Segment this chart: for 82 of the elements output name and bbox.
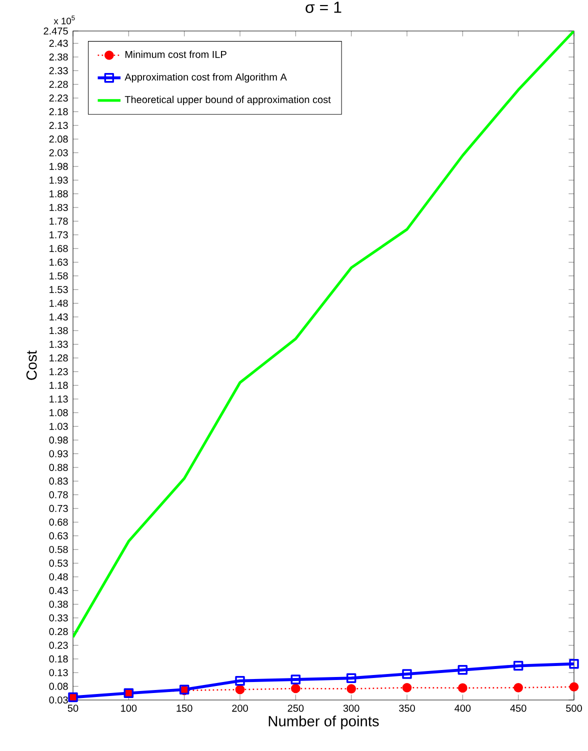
point bbox=[514, 683, 523, 692]
y-tick-label: 0.53 bbox=[49, 560, 68, 567]
y-tick-label: 2.23 bbox=[49, 94, 68, 102]
y-tick-label: 0.48 bbox=[49, 573, 68, 580]
y-tick-label: 1.08 bbox=[50, 409, 68, 416]
x-tick-label: 450 bbox=[510, 704, 526, 712]
x-tick-label: 50 bbox=[68, 704, 78, 712]
y-tick-label: 2.38 bbox=[49, 53, 68, 61]
point bbox=[402, 683, 412, 692]
point bbox=[235, 684, 245, 694]
point bbox=[569, 682, 579, 692]
y-tick-label: 1.63 bbox=[50, 258, 68, 266]
y-tick-label: 0.68 bbox=[49, 518, 68, 526]
y-tick-label: 0.18 bbox=[49, 655, 68, 662]
y-tick-label: 1.53 bbox=[50, 286, 68, 294]
y-axis-title: Cost bbox=[26, 350, 37, 380]
x-tick-label: 500 bbox=[566, 704, 582, 712]
point bbox=[458, 665, 468, 675]
y-tick-label: 2.08 bbox=[49, 136, 68, 143]
x-tick-label: 200 bbox=[232, 704, 248, 712]
y-tick-label: 1.13 bbox=[50, 395, 68, 403]
y-tick-label: 1.28 bbox=[50, 354, 68, 362]
point bbox=[346, 684, 356, 694]
y-tick-label: 0.43 bbox=[49, 587, 68, 594]
x-tick-label: 350 bbox=[399, 704, 415, 712]
y-tick-label: 2.18 bbox=[49, 108, 68, 116]
y-tick-label: 1.58 bbox=[50, 272, 68, 280]
y-tick-label: 0.38 bbox=[49, 600, 68, 608]
y-tick-label: 1.18 bbox=[50, 382, 68, 389]
y-tick-label: 1.48 bbox=[50, 300, 68, 307]
y-tick-label: 0.88 bbox=[49, 464, 68, 471]
x-tick-label: 300 bbox=[343, 704, 360, 712]
y-tick-label: 0.13 bbox=[49, 669, 68, 676]
y-tick-label: 1.43 bbox=[50, 313, 68, 320]
point bbox=[458, 683, 468, 693]
y-tick-label: 1.83 bbox=[50, 204, 68, 212]
y-tick-label: 1.98 bbox=[50, 162, 68, 170]
y-tick-label: 1.73 bbox=[50, 231, 68, 238]
y-tick-label: 0.08 bbox=[49, 682, 68, 690]
x-tick-label: 250 bbox=[288, 704, 304, 712]
x-tick-label: 100 bbox=[121, 704, 137, 712]
y-tick-label: 1.78 bbox=[50, 218, 68, 225]
point bbox=[290, 674, 301, 684]
y-tick-label: 0.58 bbox=[49, 546, 68, 554]
legend-label: Approximation cost from Algorithm A bbox=[124, 73, 287, 83]
y-tick-label: 2.03 bbox=[49, 149, 68, 156]
y-tick-label: 0.63 bbox=[49, 532, 68, 540]
y-tick-label: 1.03 bbox=[50, 422, 68, 430]
line-series bbox=[73, 31, 574, 638]
y-tick-label: 0.83 bbox=[49, 478, 68, 485]
y-tick-label: 0.73 bbox=[49, 504, 68, 512]
y-tick-label: 0.23 bbox=[49, 642, 68, 649]
y-tick-label: 1.33 bbox=[50, 340, 68, 348]
y-tick-label: 2.13 bbox=[49, 122, 68, 129]
point bbox=[290, 684, 300, 694]
y-tick-label: 0.78 bbox=[49, 491, 68, 498]
y-tick-label: 1.93 bbox=[50, 176, 68, 184]
y-tick-label: 0.98 bbox=[49, 436, 68, 444]
y-tick-label: 1.68 bbox=[50, 244, 68, 252]
point bbox=[513, 660, 524, 671]
y-tick-label: 1.38 bbox=[50, 327, 68, 334]
y-tick-label: 1.23 bbox=[50, 368, 68, 376]
point bbox=[346, 673, 356, 683]
point bbox=[402, 669, 412, 679]
y-tick-label: 2.33 bbox=[49, 67, 68, 74]
chart-title: σ = 1 bbox=[306, 2, 342, 13]
point bbox=[235, 676, 245, 686]
y-tick-label: 0.93 bbox=[49, 450, 68, 458]
x-axis-title: Number of points bbox=[268, 716, 379, 730]
y-tick-label: 0.33 bbox=[49, 614, 68, 622]
y-tick-label: 2.28 bbox=[49, 80, 68, 88]
y-tick-label: 1.88 bbox=[50, 190, 68, 198]
y-tick-label: 2.475 bbox=[44, 27, 68, 35]
y-tick-label: 0.28 bbox=[49, 628, 68, 636]
legend-label: Theoretical upper bound of approximation cost bbox=[124, 96, 331, 106]
x-tick-label: 400 bbox=[454, 704, 471, 712]
point bbox=[569, 659, 579, 669]
y-tick-label: 0.03 bbox=[49, 696, 68, 704]
x-tick-label: 150 bbox=[176, 704, 192, 712]
y-tick-label: 2.43 bbox=[49, 40, 68, 47]
legend-label: Minimum cost from ILP bbox=[125, 50, 226, 58]
text: x 10$^{5}$ bbox=[54, 16, 75, 24]
